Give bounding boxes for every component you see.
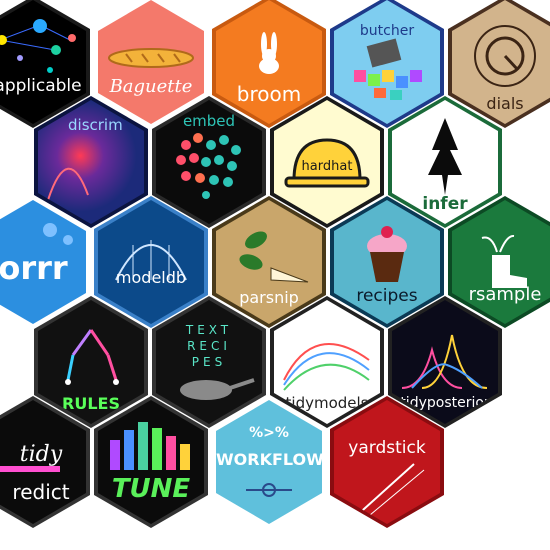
rules-label: RULES [62, 394, 120, 413]
discrim-label: discrim [68, 116, 123, 134]
density-curve-icon [47, 167, 89, 201]
dot-cloud-icon [176, 133, 241, 199]
rsample-label: rsample [468, 284, 542, 305]
recipes-sticker: recipes [330, 196, 444, 328]
rules-sticker: RULES [34, 296, 148, 428]
textrecipes-line1: TEXT [185, 323, 233, 337]
butcher-cleaver-icon [354, 38, 422, 100]
parsnip-icon [239, 231, 309, 283]
embed-sticker: embed [152, 96, 266, 228]
butcher-label: butcher [359, 23, 415, 39]
broom-label: broom [236, 82, 302, 106]
dial-knob-icon [474, 25, 536, 87]
frying-pan-icon [180, 378, 255, 400]
infer-sticker: infer [388, 96, 502, 228]
tidyposterior-sticker: tidyposterior [388, 296, 502, 428]
tidypredict-line2: redict [12, 480, 70, 504]
dials-label: dials [486, 94, 524, 113]
tidypredict-line1: tidy [19, 442, 63, 467]
workflow-arrows-icon [246, 483, 292, 497]
yardstick-sticker: yardstick [330, 396, 444, 528]
textrecipes-sticker: TEXT RECI PES [152, 296, 266, 428]
yardstick-label: yardstick [348, 438, 426, 458]
tree-icon [428, 118, 462, 195]
discrim-sticker: discrim [34, 96, 148, 228]
hardhat-label: hardhat [301, 159, 353, 174]
circles-icon [43, 223, 73, 245]
modeldb-label: modeldb [115, 268, 187, 287]
database-curve-icon [115, 240, 187, 281]
cupcake-icon [367, 226, 407, 282]
posterior-curves-icon [401, 334, 488, 389]
tidymodels-label: tidymodels [285, 394, 369, 412]
parsnip-label: parsnip [239, 288, 299, 307]
pink-bar-icon [0, 466, 60, 472]
tidymodels-sticker: tidymodels [270, 296, 384, 428]
curves-icon [283, 343, 370, 391]
tidypredict-sticker: tidy redict [0, 396, 90, 528]
workflows-label: WORKFLOWS [216, 450, 322, 469]
decision-tree-icon [65, 329, 119, 385]
hardhat-sticker: hardhat [270, 96, 384, 228]
boot-plant-icon [481, 234, 527, 288]
recipes-label: recipes [356, 286, 418, 306]
corrr-label: orrr [0, 249, 68, 287]
hard-hat-icon [284, 138, 370, 188]
broom-bunny-icon [259, 32, 279, 74]
applicable-sticker: applicable [0, 0, 90, 128]
textrecipes-line2: RECI [187, 339, 231, 353]
embed-label: embed [182, 112, 236, 130]
modeldb-sticker: modeldb [94, 196, 208, 328]
tidyposterior-label: tidyposterior [400, 395, 490, 411]
tune-sticker: TUNE [94, 396, 208, 528]
applicable-label: applicable [0, 76, 82, 96]
workflows-pipe: %>% [249, 425, 289, 441]
baguette-bread-icon [108, 48, 194, 68]
equalizer-icon [110, 422, 190, 470]
textrecipes-line3: PES [191, 355, 227, 369]
tune-label: TUNE [111, 474, 191, 504]
parsnip-sticker: parsnip [212, 196, 326, 328]
infer-label: infer [422, 194, 468, 214]
workflows-sticker: %>% WORKFLOWS [212, 396, 326, 528]
network-dots-icon [0, 19, 76, 73]
baguette-label: Baguette [109, 76, 193, 97]
ruler-icon [353, 463, 425, 521]
